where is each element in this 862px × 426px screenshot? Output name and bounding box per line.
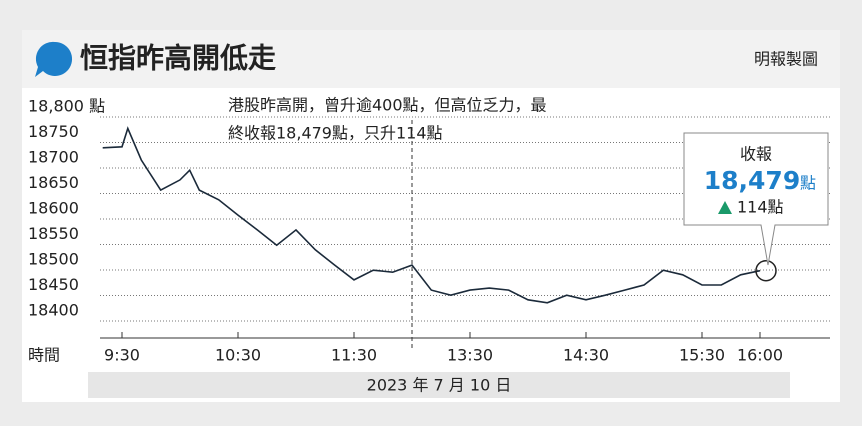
x-tick-label: 11:30 (331, 346, 377, 365)
y-tick-label: 18750 (28, 122, 79, 141)
y-tick-label: 18600 (28, 199, 79, 218)
date: 2023 年 7 月 10 日 (367, 376, 512, 395)
callout-change: 114點 (737, 198, 784, 217)
title-icon (35, 41, 73, 77)
note: 終收報18,479點，只升114點 (228, 124, 443, 143)
y-tick-label: 18400 (28, 301, 79, 320)
y-tick-label: 18650 (28, 173, 79, 192)
x-tick-label: 13:30 (447, 346, 493, 365)
up-arrow (718, 201, 732, 214)
source: 明報製圖 (754, 50, 818, 69)
note: 港股昨高開，曾升逾400點，但高位乏力，最 (228, 96, 547, 115)
x-tick-label: 9:30 (104, 346, 140, 365)
y-tick-label: 18500 (28, 250, 79, 269)
title-bar (22, 30, 840, 88)
x-axis-label: 時間 (28, 346, 60, 365)
callout-box (683, 132, 829, 266)
callout-label: 收報 (740, 145, 772, 164)
x-tick-label: 14:30 (563, 346, 609, 365)
callout: 收報 18,479 點 114點 (683, 132, 829, 266)
chart-title: 恒指昨高開低走 (80, 42, 276, 75)
y-tick-label: 18700 (28, 148, 79, 167)
callout-value: 18,479 (704, 166, 800, 195)
x-tick-label: 15:30 (679, 346, 725, 365)
y-tick-label: 18550 (28, 224, 79, 243)
callout-unit: 點 (800, 174, 816, 193)
y-tick-label: 18,800 點 (28, 97, 105, 116)
date-bar (88, 372, 790, 398)
line (102, 126, 761, 304)
close-marker (755, 259, 777, 282)
y-tick-label: 18450 (28, 275, 79, 294)
x-tick-label: 16:00 (737, 346, 783, 365)
x-tick-label: 10:30 (215, 346, 261, 365)
